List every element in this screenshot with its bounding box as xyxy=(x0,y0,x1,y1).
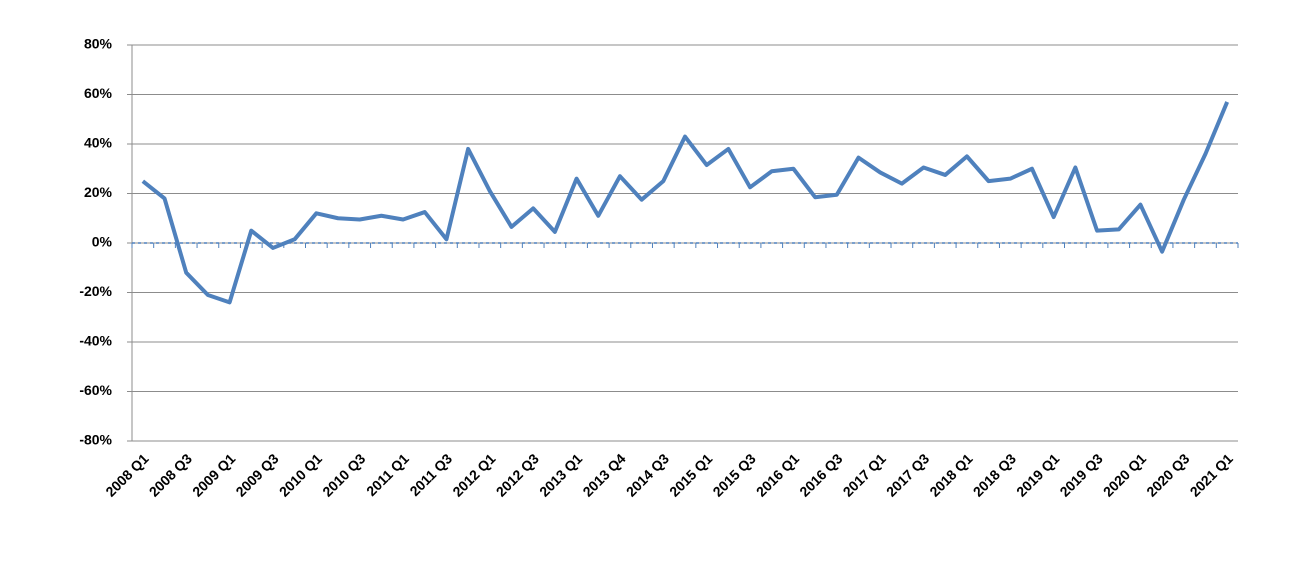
y-tick-label: 80% xyxy=(84,36,113,52)
x-tick-label: 2011 Q1 xyxy=(363,450,412,499)
x-tick-label: 2014 Q3 xyxy=(623,450,672,499)
x-tick-label: 2020 Q3 xyxy=(1143,450,1192,499)
x-tick-label: 2009 Q1 xyxy=(189,450,238,499)
x-tick-label: 2015 Q3 xyxy=(710,450,759,499)
x-tick-label: 2013 Q4 xyxy=(579,450,628,499)
x-tick-label: 2019 Q3 xyxy=(1056,450,1105,499)
x-tick-label: 2010 Q1 xyxy=(276,450,325,499)
x-tick-label: 2016 Q1 xyxy=(753,450,802,499)
y-tick-label: 0% xyxy=(92,234,113,250)
x-tick-label: 2017 Q1 xyxy=(840,450,889,499)
y-tick-label: 40% xyxy=(84,135,113,151)
x-tick-label: 2012 Q1 xyxy=(449,450,498,499)
x-tick-label: 2013 Q1 xyxy=(536,450,585,499)
x-tick-label: 2019 Q1 xyxy=(1013,450,1062,499)
y-tick-label: -20% xyxy=(79,283,112,299)
x-tick-label: 2021 Q1 xyxy=(1187,450,1236,499)
x-tick-label: 2018 Q3 xyxy=(970,450,1019,499)
y-tick-label: -80% xyxy=(79,432,112,448)
x-tick-label: 2012 Q3 xyxy=(493,450,542,499)
x-tick-label: 2015 Q1 xyxy=(666,450,715,499)
data-line xyxy=(141,101,1230,305)
x-tick-label: 2020 Q1 xyxy=(1100,450,1149,499)
y-tick-label: -60% xyxy=(79,382,112,398)
x-tick-label: 2018 Q1 xyxy=(926,450,975,499)
x-tick-label: 2008 Q3 xyxy=(146,450,195,499)
x-tick-label: 2009 Q3 xyxy=(232,450,281,499)
y-tick-label: 60% xyxy=(84,85,113,101)
x-tick-label: 2016 Q3 xyxy=(796,450,845,499)
x-tick-label: 2011 Q3 xyxy=(406,450,455,499)
x-tick-label: 2010 Q3 xyxy=(319,450,368,499)
y-tick-label: -40% xyxy=(79,333,112,349)
y-tick-label: 20% xyxy=(84,184,113,200)
x-tick-label: 2008 Q1 xyxy=(102,450,151,499)
x-tick-label: 2017 Q3 xyxy=(883,450,932,499)
